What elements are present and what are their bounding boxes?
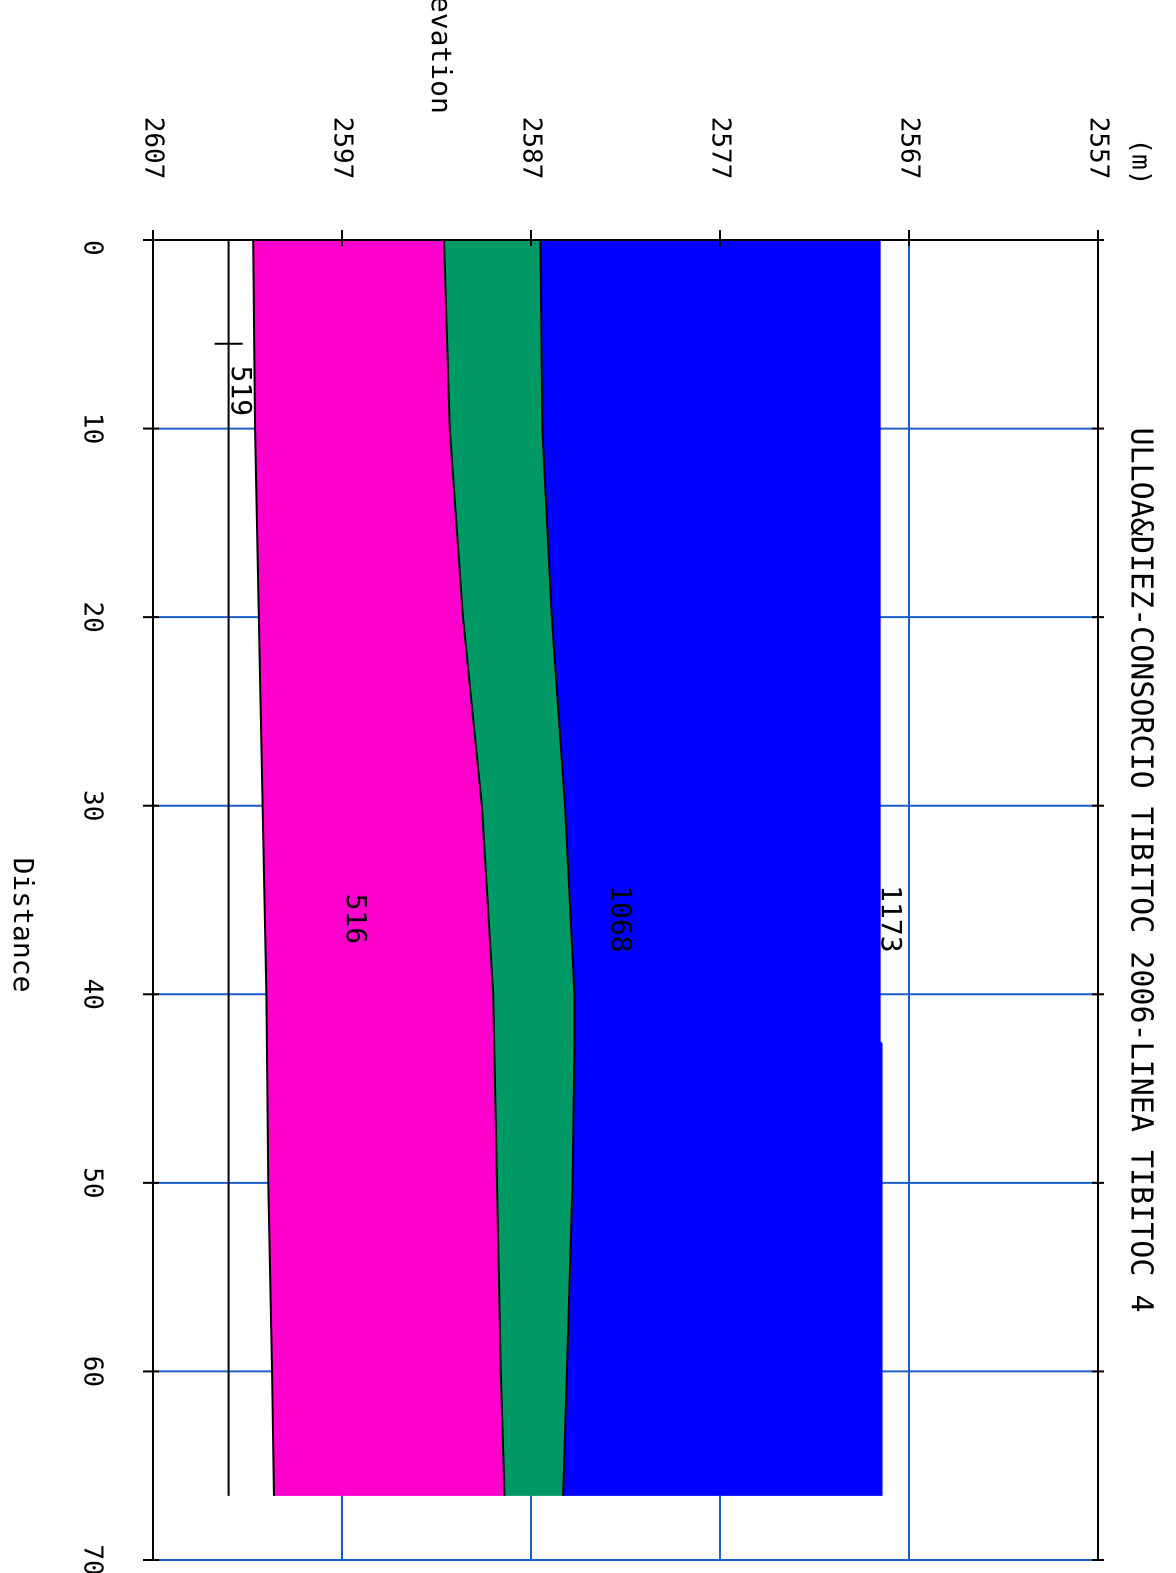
layer-1173-area (540, 240, 883, 1496)
layer-516-boundary (252, 239, 275, 1496)
layer-516-area (253, 240, 505, 1496)
layer-label-516: 516 (340, 894, 373, 945)
tick-label-distance: 20 (78, 601, 108, 632)
tick-label-distance: 50 (78, 1167, 108, 1198)
tick-label-elevation: 2567 (895, 117, 925, 180)
layer-1173-boundary (539, 239, 576, 1496)
layer-label-1068: 1068 (605, 885, 638, 952)
y-axis-label: Elevation (425, 0, 458, 114)
layer-label-519: 519 (225, 366, 258, 417)
chart-tick-labels: 0 10 20 30 40 50 60 70 2557 2567 2577 2587 2597 2607 (78, 117, 1114, 1573)
tick-label-distance: 70 (78, 1544, 108, 1573)
chart-title: ULLOA&DIEZ-CONSORCIO TIBITOC 2006-LINEA … (1124, 427, 1159, 1312)
y-axis-unit: (m) (1126, 139, 1156, 186)
layer-label-1173: 1173 (875, 885, 908, 952)
tick-label-distance: 0 (78, 240, 108, 256)
tick-label-elevation: 2557 (1084, 117, 1114, 180)
chart-layer-labels: 519 516 1068 1173 (225, 366, 908, 953)
layer-1068-area (444, 240, 575, 1496)
tick-label-distance: 60 (78, 1356, 108, 1387)
layer-1068-boundary (443, 239, 506, 1496)
tick-label-distance: 40 (78, 979, 108, 1010)
x-axis-label: Distance (7, 858, 40, 993)
chart-axes (143, 230, 1104, 1561)
tick-label-elevation: 2587 (517, 117, 547, 180)
tick-label-elevation: 2607 (139, 117, 169, 180)
tick-label-elevation: 2597 (328, 117, 358, 180)
tick-label-elevation: 2577 (706, 117, 736, 180)
tick-label-distance: 30 (78, 790, 108, 821)
tick-label-distance: 10 (78, 413, 108, 444)
chart-layers (227, 239, 883, 1496)
